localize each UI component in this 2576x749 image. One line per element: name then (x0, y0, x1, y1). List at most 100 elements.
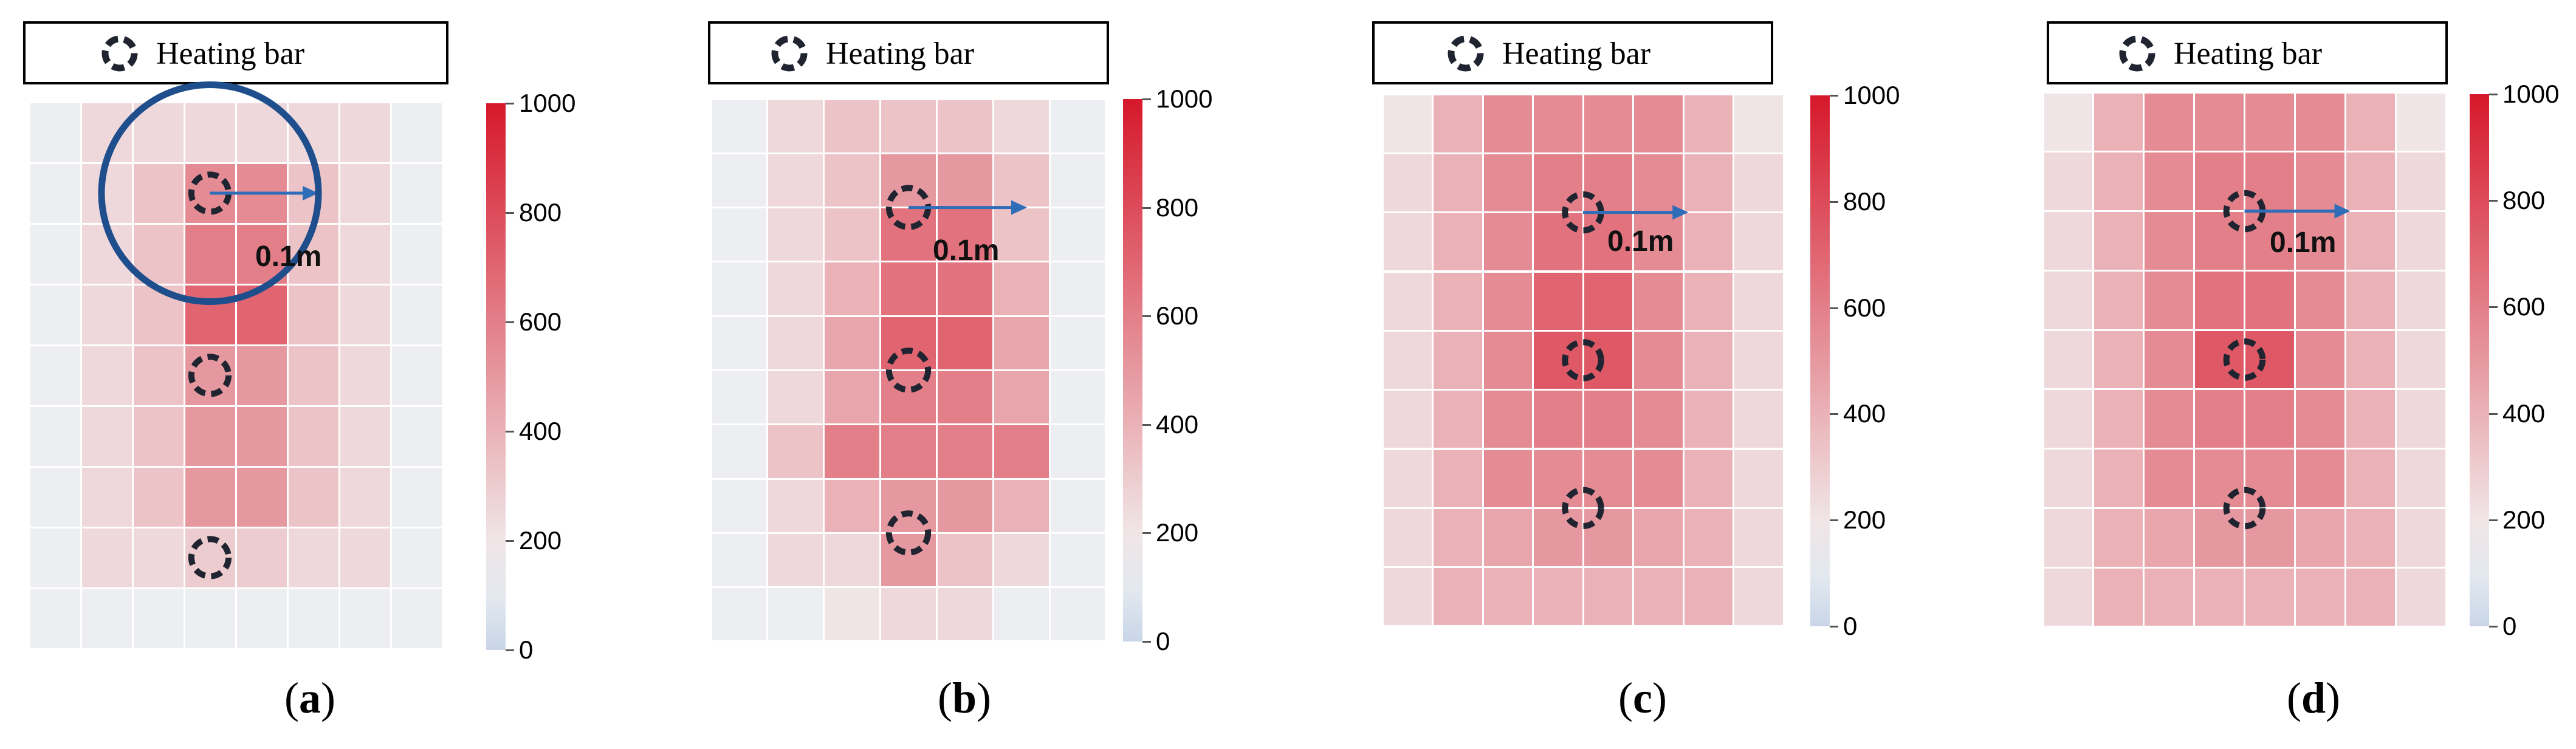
dashed-circle-icon (101, 35, 138, 72)
heatmap-cell (288, 406, 338, 466)
legend-box: Heating bar (2047, 21, 2448, 84)
heatmap-cell (1734, 391, 1783, 448)
heatmap-cell (1383, 568, 1432, 626)
heatmap-cell (30, 346, 80, 405)
heatmap-cell (994, 262, 1049, 315)
colorbar (486, 103, 506, 650)
colorbar-tick-label: 400 (519, 417, 562, 445)
heatmap-cell (712, 425, 767, 478)
heatmap-cell (1734, 508, 1783, 567)
panel-label: (a) (284, 674, 335, 722)
heatmap-cell (2346, 508, 2395, 567)
heatmap-cell (1434, 391, 1482, 448)
heatmap-cell (1534, 568, 1582, 626)
heatmap-cell (340, 589, 390, 648)
heatmap-cell (1684, 154, 1733, 212)
heatmap-cell (391, 467, 442, 527)
colorbar-tick-label: 200 (519, 526, 562, 555)
heatmap-cell (1534, 391, 1582, 448)
heatmap-cell (1434, 331, 1482, 389)
heatmap-cell (1050, 100, 1105, 152)
heatmap-cell (712, 533, 767, 587)
heatmap-cell (1483, 331, 1532, 389)
heatmap-cell (994, 588, 1049, 641)
heatmap-cell (236, 103, 287, 162)
heatmap-cell (2145, 508, 2194, 567)
heatmap-grid (2043, 92, 2446, 627)
colorbar-tick (506, 321, 514, 323)
heatmap-cell (2094, 330, 2143, 389)
heatmap-cell (937, 208, 992, 261)
heatmap-cell (236, 163, 287, 223)
heatmap-cell (937, 154, 992, 207)
heatmap-cell (2245, 152, 2294, 211)
distance-label: 0.1m (2270, 227, 2337, 259)
heatmap-cell (1584, 568, 1632, 626)
heatmap-cell (1584, 331, 1632, 389)
heatmap-cell (340, 163, 390, 223)
heatmap-cell (2195, 212, 2244, 270)
heatmap-cell (391, 589, 442, 648)
heatmap-cell (1434, 154, 1482, 212)
heatmap-cell (825, 479, 880, 532)
heatmap-cell (2346, 212, 2395, 270)
heatmap-grid (29, 102, 442, 649)
heatmap-cell (712, 588, 767, 641)
heatmap-cell (133, 406, 184, 466)
heatmap-cell (825, 588, 880, 641)
colorbar-tick (1830, 95, 1838, 97)
heatmap-cell (2145, 152, 2194, 211)
heatmap-cell (1684, 331, 1733, 389)
heatmap-cell (881, 208, 936, 261)
heatmap-cell (712, 371, 767, 424)
heatmap-cell (133, 528, 184, 587)
colorbar-tick-label: 200 (1843, 505, 1886, 535)
heatmap-cell (391, 528, 442, 587)
panel-label: (d) (2287, 674, 2341, 722)
heatmap-cell (30, 528, 80, 587)
heatmap-cell (712, 154, 767, 207)
heatmap-cell (1684, 95, 1733, 152)
heatmap-cell (825, 262, 880, 315)
heatmap-cell (2044, 271, 2093, 329)
heatmap-cell (391, 103, 442, 162)
heatmap-cell (2396, 330, 2445, 389)
heatmap-cell (937, 533, 992, 587)
heatmap-cell (340, 528, 390, 587)
heatmap-cell (1634, 154, 1683, 212)
heatmap-cell (2295, 390, 2344, 448)
colorbar-tick (1142, 315, 1151, 318)
colorbar-tick-label: 800 (2502, 186, 2546, 215)
heatmap-cell (2044, 508, 2093, 567)
heatmap-cell (133, 285, 184, 344)
heatmap-cell (881, 154, 936, 207)
heatmap-cell (937, 588, 992, 641)
heatmap-cell (1634, 450, 1683, 507)
dashed-circle-icon (2119, 35, 2155, 72)
heatmap-cell (1734, 568, 1783, 626)
heatmap-cell (185, 528, 235, 587)
heatmap-cell (994, 479, 1049, 532)
heatmap-cell (2295, 450, 2344, 507)
heatmap-cell (2396, 152, 2445, 211)
colorbar-tick-label: 600 (1156, 301, 1199, 330)
heatmap-cell (937, 371, 992, 424)
heatmap-cell (81, 406, 132, 466)
heatmap-cell (2245, 93, 2294, 151)
colorbar-tick (1830, 200, 1838, 203)
heatmap-cell (288, 346, 338, 405)
heatmap-cell (825, 316, 880, 369)
heatmap-cell (881, 100, 936, 152)
heatmap-cell (1634, 95, 1683, 152)
heatmap-cell (881, 533, 936, 587)
heatmap-cell (185, 406, 235, 466)
heatmap-cell (937, 425, 992, 478)
heatmap-cell (2295, 93, 2344, 151)
heatmap-cell (1483, 213, 1532, 271)
heatmap-cell (30, 163, 80, 223)
heatmap-cell (2044, 152, 2093, 211)
heatmap-cell (236, 589, 287, 648)
heatmap-cell (288, 467, 338, 527)
heatmap-cell (1050, 371, 1105, 424)
heatmap-cell (1050, 154, 1105, 207)
